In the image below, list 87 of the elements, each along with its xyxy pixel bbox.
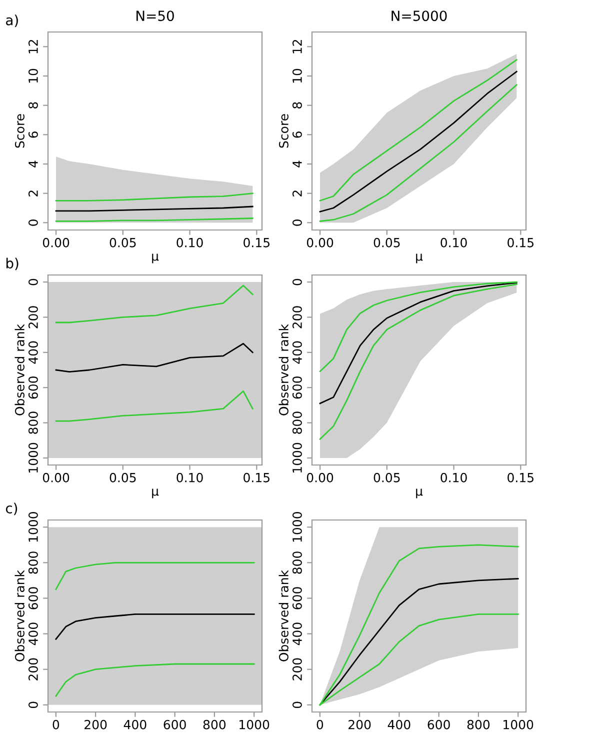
x-axis-title: μ xyxy=(416,254,423,264)
x-tick-label: 0.15 xyxy=(244,238,270,248)
x-tick-label: 0.00 xyxy=(42,238,70,248)
y-tick-label: 800 xyxy=(292,412,302,434)
y-tick-label: 12 xyxy=(28,40,38,54)
y-tick-label: 6 xyxy=(28,131,38,138)
x-tick-label: 0.10 xyxy=(176,472,203,482)
x-tick-label: 0.15 xyxy=(244,472,270,482)
x-tick-label: 0.05 xyxy=(110,472,136,482)
y-tick-label: 2 xyxy=(28,190,38,196)
line-series xyxy=(55,562,255,590)
y-tick-label: 8 xyxy=(292,102,302,108)
text: b) xyxy=(6,258,18,270)
line-series xyxy=(319,84,518,222)
x-tick-label: 200 xyxy=(84,720,107,730)
x-tick-label: 200 xyxy=(348,720,371,730)
y-axis-title: Score xyxy=(279,114,288,148)
y-tick-label: 10 xyxy=(292,68,302,83)
y-tick-label: 800 xyxy=(28,552,38,574)
text: c) xyxy=(6,502,18,516)
x-tick-label: 400 xyxy=(124,720,146,730)
y-tick-label: 200 xyxy=(28,658,38,680)
x-tick-label: 0.00 xyxy=(306,472,334,482)
x-tick-label: 0.10 xyxy=(176,238,203,248)
y-tick-label: 4 xyxy=(292,160,302,168)
x-tick-label: 0.05 xyxy=(374,238,400,248)
x-tick-label: 800 xyxy=(203,720,226,730)
y-tick-label: 200 xyxy=(292,306,302,328)
y-tick-label: 8 xyxy=(28,102,38,108)
y-tick-label: 4 xyxy=(28,160,38,168)
chart-title: N=5000 xyxy=(392,10,447,22)
x-tick-label: 800 xyxy=(467,720,490,730)
y-tick-label: 0 xyxy=(292,278,302,286)
x-tick-label: 0 xyxy=(52,720,60,730)
x-tick-label: 0.10 xyxy=(440,472,467,482)
y-tick-label: 1000 xyxy=(292,512,302,542)
text: a) xyxy=(6,14,18,27)
y-tick-label: 600 xyxy=(28,587,38,610)
line-series xyxy=(55,284,254,324)
x-axis-title: μ xyxy=(416,488,423,498)
y-axis-title: Observed rank xyxy=(14,570,24,662)
y-tick-label: 400 xyxy=(292,622,302,646)
x-axis-title: μ xyxy=(152,488,159,498)
x-axis-title: μ xyxy=(152,254,159,264)
x-tick-label: 600 xyxy=(164,720,186,730)
y-tick-label: 800 xyxy=(28,412,38,434)
y-axis-title: Observed rank xyxy=(14,324,24,416)
chart-title: N=50 xyxy=(136,10,174,22)
y-tick-label: 400 xyxy=(292,341,302,364)
x-tick-label: 0.05 xyxy=(374,472,400,482)
line-series xyxy=(55,614,255,640)
x-tick-label: 0.15 xyxy=(508,238,534,248)
y-tick-label: 6 xyxy=(292,131,302,138)
y-tick-label: 400 xyxy=(28,622,38,646)
y-tick-label: 600 xyxy=(292,587,302,610)
y-tick-label: 0 xyxy=(292,220,302,226)
x-tick-label: 0 xyxy=(316,720,324,730)
y-axis-title: Score xyxy=(15,114,24,148)
y-tick-label: 600 xyxy=(28,376,38,399)
x-tick-label: 1000 xyxy=(240,720,270,730)
x-tick-label: 0.00 xyxy=(42,472,70,482)
y-tick-label: 12 xyxy=(292,40,302,54)
y-tick-label: 0 xyxy=(28,220,38,226)
y-tick-label: 2 xyxy=(292,190,302,196)
y-tick-label: 400 xyxy=(28,341,38,364)
x-tick-label: 0.10 xyxy=(440,238,467,248)
y-axis-title: Observed rank xyxy=(278,324,288,416)
x-tick-label: 0.15 xyxy=(508,472,534,482)
y-tick-label: 0 xyxy=(28,278,38,286)
x-tick-label: 0.05 xyxy=(110,238,136,248)
y-axis-title: Observed rank xyxy=(278,570,288,662)
y-tick-label: 600 xyxy=(292,376,302,399)
y-tick-label: 200 xyxy=(28,306,38,328)
x-tick-label: 1000 xyxy=(504,720,534,730)
y-tick-label: 1000 xyxy=(28,512,38,542)
line-series xyxy=(55,390,254,422)
y-tick-label: 0 xyxy=(292,702,302,708)
line-series xyxy=(55,663,255,697)
x-tick-label: 0.00 xyxy=(306,238,334,248)
line-series xyxy=(55,342,254,372)
y-tick-label: 200 xyxy=(292,658,302,680)
x-tick-label: 400 xyxy=(388,720,410,730)
x-tick-label: 600 xyxy=(428,720,450,730)
y-tick-label: 800 xyxy=(292,552,302,574)
line-series xyxy=(55,192,254,202)
y-tick-label: 0 xyxy=(28,702,38,708)
y-tick-label: 10 xyxy=(28,68,38,83)
